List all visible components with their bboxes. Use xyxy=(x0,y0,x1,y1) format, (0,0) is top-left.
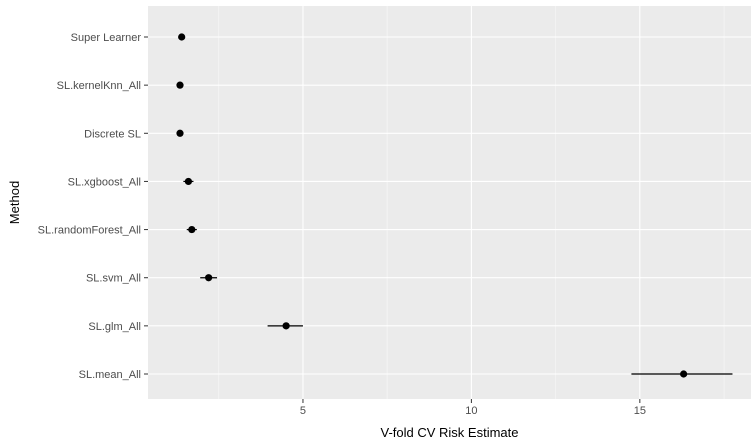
y-axis-title: Method xyxy=(7,181,22,224)
y-tick-label: SL.xgboost_All xyxy=(68,176,141,188)
x-tick-label: 15 xyxy=(634,405,646,417)
y-tick-label: SL.svm_All xyxy=(86,273,141,285)
y-tick-label: SL.glm_All xyxy=(88,321,141,333)
y-tick-label: SL.randomForest_All xyxy=(38,225,141,237)
data-point xyxy=(282,322,290,330)
data-point xyxy=(188,225,196,234)
data-point xyxy=(184,177,193,186)
plot-panel xyxy=(148,6,751,399)
x-axis: 5 10 15 xyxy=(300,399,646,417)
data-point xyxy=(205,274,213,282)
x-tick-label: 5 xyxy=(300,405,306,417)
y-axis: Super Learner SL.kernelKnn_All Discrete SL… xyxy=(38,32,148,381)
y-tick-label: Discrete SL xyxy=(84,128,141,140)
y-tick-label: SL.mean_All xyxy=(79,369,141,381)
data-marks xyxy=(176,33,733,378)
data-point xyxy=(176,81,184,89)
grid-lines xyxy=(148,6,751,399)
data-point xyxy=(176,129,184,137)
y-tick-label: SL.kernelKnn_All xyxy=(57,80,141,92)
x-axis-title: V-fold CV Risk Estimate xyxy=(381,425,519,440)
y-tick-label: Super Learner xyxy=(71,32,142,44)
data-point xyxy=(680,370,688,378)
data-point xyxy=(178,33,186,41)
x-tick-label: 10 xyxy=(465,405,477,417)
